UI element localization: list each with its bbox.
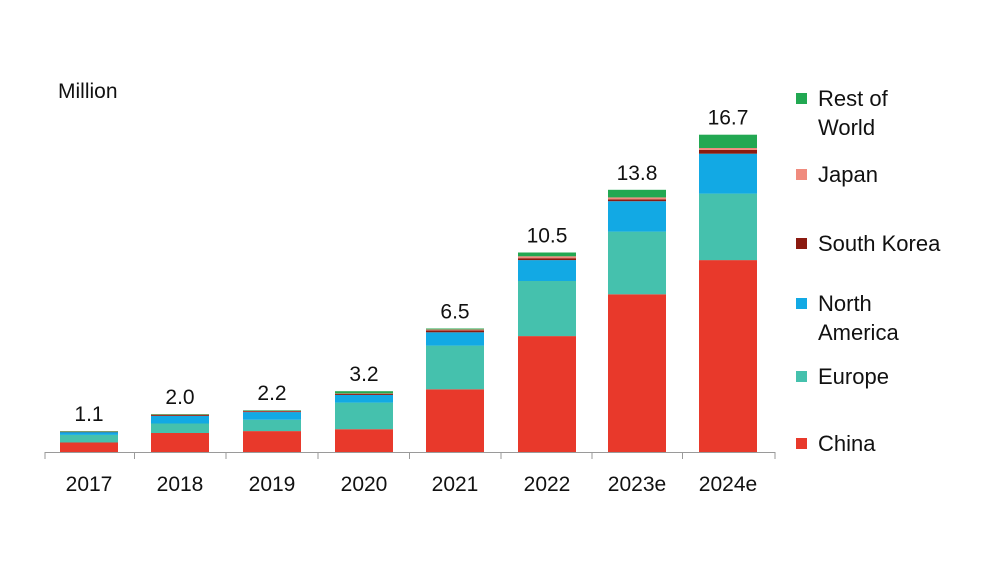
total-label: 2.2: [257, 382, 286, 405]
bar-segment-china-2024e: [699, 260, 757, 452]
bar-segment-south-korea-2019: [243, 411, 301, 413]
total-label: 2.0: [165, 386, 194, 409]
bar-segment-europe-2021: [426, 345, 484, 390]
bar-segment-south-korea-2017: [60, 431, 118, 433]
bar-segment-south-korea-2022: [518, 258, 576, 261]
bar-segment-south-korea-2020: [335, 394, 393, 395]
total-label: 6.5: [440, 301, 469, 324]
legend-label-line: South Korea: [818, 231, 941, 256]
bar-segment-china-2022: [518, 336, 576, 452]
bar-segment-north-america-2017: [60, 432, 118, 435]
bar-segment-north-america-2019: [243, 412, 301, 420]
x-tick-label: 2021: [432, 473, 479, 496]
legend-label-line: North: [818, 291, 872, 316]
legend-swatch: [796, 238, 807, 249]
bar-segment-south-korea-2018: [151, 414, 209, 416]
legend-label-line: Japan: [818, 162, 878, 187]
bar-segment-japan-2021: [426, 329, 484, 331]
bar-segment-japan-2019: [243, 410, 301, 412]
legend-label-line: China: [818, 431, 876, 456]
bar-segment-europe-2023e: [608, 231, 666, 295]
legend-swatch: [796, 298, 807, 309]
legend-label: South Korea: [818, 229, 940, 258]
bar-segment-europe-2020: [335, 402, 393, 430]
legend-label-line: Europe: [818, 364, 889, 389]
x-tick-label: 2018: [157, 473, 204, 496]
bar-segment-china-2020: [335, 429, 393, 452]
legend-swatch: [796, 438, 807, 449]
bar-segment-south-korea-2021: [426, 330, 484, 333]
bar-segment-north-america-2018: [151, 415, 209, 424]
legend-label-line: Rest of: [818, 86, 888, 111]
bar-segment-china-2023e: [608, 294, 666, 452]
bar-segment-china-2019: [243, 431, 301, 452]
bar-segment-rest-of-world-2018: [151, 414, 209, 415]
legend-swatch: [796, 371, 807, 382]
bar-segment-japan-2018: [151, 414, 209, 416]
legend-label-line: World: [818, 115, 876, 140]
x-tick-label: 2024e: [699, 473, 757, 496]
legend-label: North America: [818, 289, 899, 347]
legend-swatch: [796, 169, 807, 180]
total-label: 1.1: [74, 403, 103, 426]
legend-swatch: [796, 93, 807, 104]
bar-segment-north-america-2022: [518, 260, 576, 281]
x-tick-label: 2019: [249, 473, 296, 496]
bar-segment-europe-2022: [518, 281, 576, 337]
bar-segment-europe-2018: [151, 423, 209, 433]
bar-segment-japan-2020: [335, 393, 393, 395]
legend-label: Europe: [818, 362, 889, 391]
legend-label: Rest of World: [818, 84, 888, 142]
unit-label: Million: [58, 80, 118, 103]
legend-label: China: [818, 429, 875, 458]
total-label: 3.2: [349, 363, 378, 386]
bar-segment-rest-of-world-2023e: [608, 189, 666, 198]
bar-segment-north-america-2023e: [608, 201, 666, 232]
total-label: 16.7: [708, 107, 749, 130]
bar-segment-rest-of-world-2017: [60, 431, 118, 432]
x-tick-label: 2022: [524, 473, 571, 496]
bar-segment-japan-2022: [518, 256, 576, 259]
bar-segment-china-2018: [151, 433, 209, 452]
bar-segment-rest-of-world-2020: [335, 391, 393, 394]
bar-segment-japan-2024e: [699, 148, 757, 150]
bar-segment-south-korea-2024e: [699, 149, 757, 154]
bar-segment-rest-of-world-2021: [426, 328, 484, 330]
bar-segment-rest-of-world-2022: [518, 252, 576, 257]
bar-segment-japan-2023e: [608, 197, 666, 200]
bar-segment-north-america-2024e: [699, 153, 757, 194]
bar-segment-europe-2019: [243, 419, 301, 432]
x-tick-label: 2017: [66, 473, 113, 496]
bar-segment-rest-of-world-2024e: [699, 134, 757, 148]
bar-segment-china-2017: [60, 442, 118, 452]
bar-segment-rest-of-world-2019: [243, 410, 301, 411]
bar-segment-south-korea-2023e: [608, 199, 666, 202]
bar-segment-north-america-2020: [335, 395, 393, 403]
bar-segment-europe-2024e: [699, 193, 757, 261]
total-label: 10.5: [527, 225, 568, 248]
legend-label: Japan: [818, 160, 878, 189]
legend: Rest of World Japan South Korea North America…: [796, 84, 996, 464]
x-tick-label: 2023e: [608, 473, 666, 496]
bar-segment-north-america-2021: [426, 332, 484, 346]
total-label: 13.8: [617, 162, 658, 185]
bar-segment-china-2021: [426, 389, 484, 452]
bar-segment-europe-2017: [60, 434, 118, 443]
x-tick-label: 2020: [341, 473, 388, 496]
legend-label-line: America: [818, 320, 899, 345]
